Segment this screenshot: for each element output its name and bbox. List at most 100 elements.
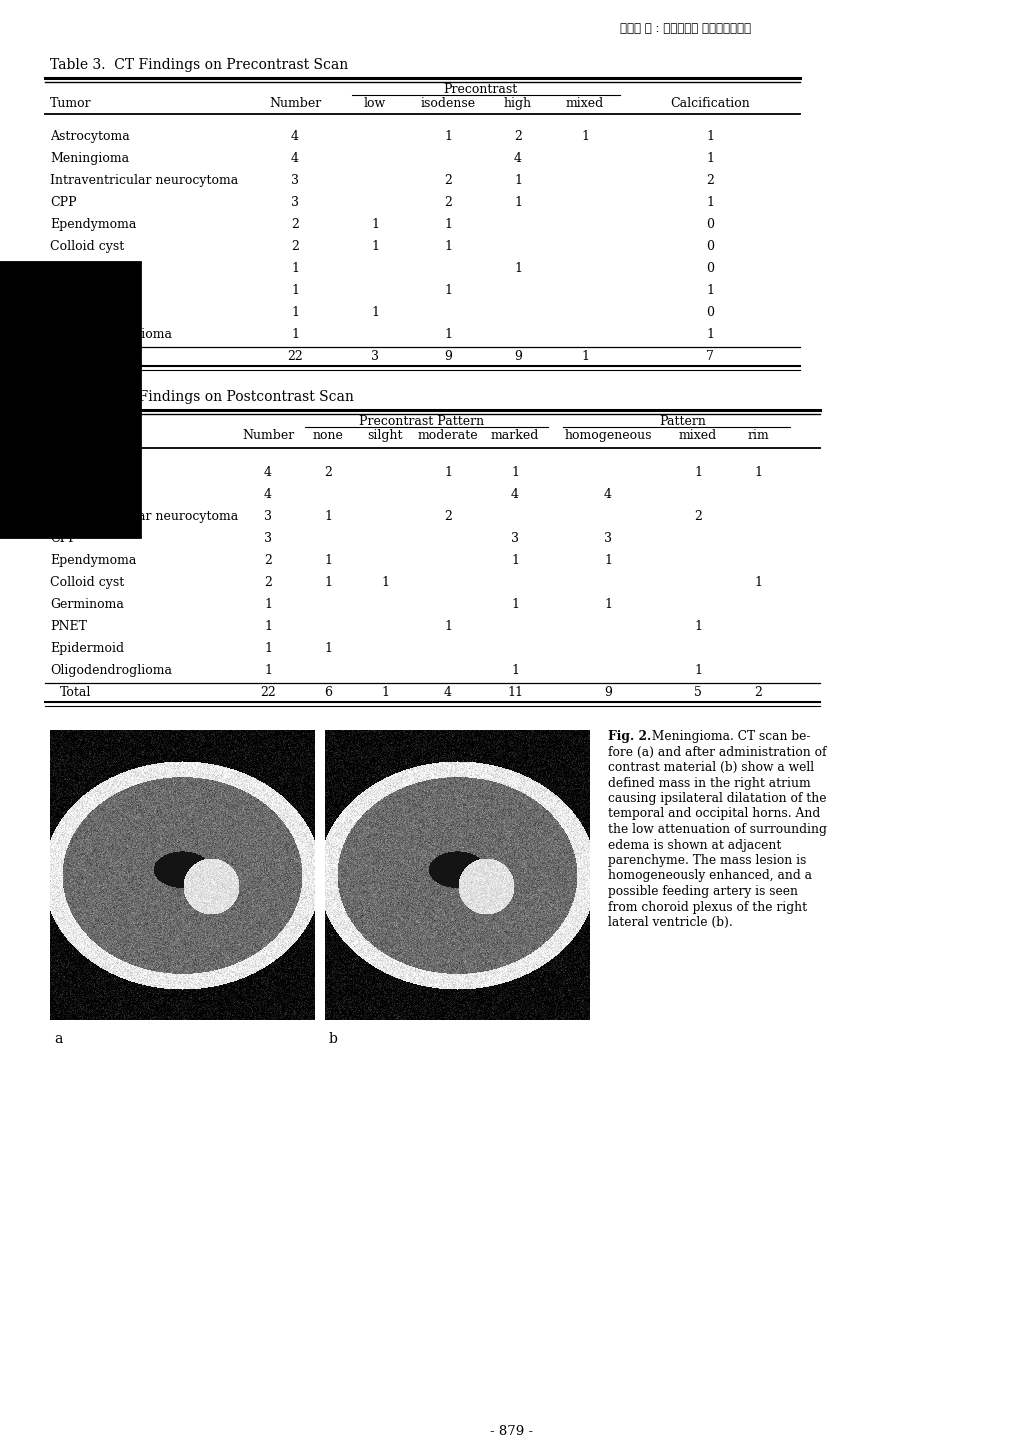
Text: 1: 1	[706, 196, 714, 209]
Text: Number: Number	[242, 428, 294, 441]
Text: 1: 1	[581, 131, 589, 142]
Text: 2: 2	[291, 218, 299, 231]
Text: 3: 3	[371, 350, 379, 363]
Text: PNET: PNET	[50, 620, 87, 633]
Text: Precontrast: Precontrast	[442, 83, 517, 96]
Text: 1: 1	[444, 620, 452, 633]
Text: 1: 1	[444, 131, 452, 142]
Text: 1: 1	[264, 664, 272, 677]
Text: 1: 1	[444, 240, 452, 253]
Text: b: b	[329, 1032, 338, 1045]
Text: 1: 1	[291, 306, 299, 319]
Text: 1: 1	[581, 350, 589, 363]
Text: mixed: mixed	[679, 428, 717, 441]
Text: 4: 4	[291, 152, 299, 166]
Text: 1: 1	[694, 466, 702, 479]
Text: 4: 4	[604, 488, 612, 501]
Text: parenchyme. The mass lesion is: parenchyme. The mass lesion is	[608, 854, 806, 867]
Text: Epidermoid: Epidermoid	[50, 306, 124, 319]
Text: 4: 4	[264, 466, 272, 479]
Text: 4: 4	[291, 131, 299, 142]
Text: Oligodendroglioma: Oligodendroglioma	[50, 664, 172, 677]
Text: mixed: mixed	[566, 97, 604, 110]
Text: CPP: CPP	[50, 196, 77, 209]
Text: none: none	[312, 428, 343, 441]
Text: causing ipsilateral dilatation of the: causing ipsilateral dilatation of the	[608, 791, 826, 804]
Text: CPP: CPP	[50, 531, 77, 544]
Text: 2: 2	[264, 576, 272, 590]
Text: marked: marked	[490, 428, 540, 441]
Text: Pattern: Pattern	[659, 415, 707, 428]
Text: Ependymoma: Ependymoma	[50, 218, 136, 231]
Text: 3: 3	[264, 510, 272, 523]
Text: 1: 1	[324, 555, 332, 566]
Text: 2: 2	[707, 174, 714, 187]
Text: 1: 1	[324, 642, 332, 655]
Text: Meningioma: Meningioma	[50, 488, 129, 501]
Text: 0: 0	[706, 261, 714, 274]
Text: 1: 1	[371, 240, 379, 253]
Text: the low attenuation of surrounding: the low attenuation of surrounding	[608, 823, 826, 836]
Text: 1: 1	[706, 328, 714, 341]
Text: 1: 1	[511, 555, 519, 566]
Text: 3: 3	[511, 531, 519, 544]
Text: 5: 5	[694, 685, 701, 698]
Text: contrast material (b) show a well: contrast material (b) show a well	[608, 761, 814, 774]
Text: 2: 2	[514, 131, 522, 142]
Text: 2: 2	[264, 555, 272, 566]
Text: 1: 1	[514, 196, 522, 209]
Text: 2: 2	[444, 196, 452, 209]
Text: 2: 2	[324, 466, 332, 479]
Text: fore (a) and after administration of: fore (a) and after administration of	[608, 745, 826, 758]
Text: 1: 1	[444, 285, 452, 298]
Text: temporal and occipital horns. And: temporal and occipital horns. And	[608, 807, 820, 820]
Text: 김명규 외 : 뇌실종양의 전산화단층촬영: 김명규 외 : 뇌실종양의 전산화단층촬영	[620, 22, 751, 35]
Text: Ependymoma: Ependymoma	[50, 555, 136, 566]
Text: high: high	[504, 97, 532, 110]
Text: 1: 1	[511, 466, 519, 479]
Text: 1: 1	[604, 555, 612, 566]
Text: 1: 1	[264, 620, 272, 633]
Text: 1: 1	[694, 664, 702, 677]
Text: 1: 1	[381, 685, 389, 698]
Text: 1: 1	[604, 598, 612, 611]
Text: 1: 1	[371, 306, 379, 319]
Text: 1: 1	[754, 576, 762, 590]
Text: 0: 0	[706, 218, 714, 231]
Text: 4: 4	[511, 488, 519, 501]
Text: Precontrast Pattern: Precontrast Pattern	[359, 415, 484, 428]
Text: silght: silght	[368, 428, 402, 441]
Text: Tumor: Tumor	[50, 428, 91, 441]
Text: Intraventricular neurocytoma: Intraventricular neurocytoma	[50, 510, 239, 523]
Text: 2: 2	[444, 174, 452, 187]
Text: 9: 9	[444, 350, 452, 363]
Text: 1: 1	[381, 576, 389, 590]
Text: 0: 0	[706, 240, 714, 253]
Text: 22: 22	[260, 685, 275, 698]
Text: 1: 1	[754, 466, 762, 479]
Text: Fig. 2.: Fig. 2.	[608, 730, 651, 743]
Text: 3: 3	[291, 196, 299, 209]
Text: 1: 1	[371, 218, 379, 231]
Text: 1: 1	[291, 328, 299, 341]
Text: Table 3.  CT Findings on Precontrast Scan: Table 3. CT Findings on Precontrast Scan	[50, 58, 348, 73]
Text: 3: 3	[604, 531, 612, 544]
Text: Meningioma. CT scan be-: Meningioma. CT scan be-	[648, 730, 811, 743]
Text: Astrocytoma: Astrocytoma	[50, 131, 130, 142]
Text: Table 4.  CT Findings on Postcontrast Scan: Table 4. CT Findings on Postcontrast Sca…	[50, 391, 354, 404]
Text: homogeneously enhanced, and a: homogeneously enhanced, and a	[608, 870, 812, 883]
Text: 4: 4	[264, 488, 272, 501]
Text: 1: 1	[291, 261, 299, 274]
Text: moderate: moderate	[418, 428, 478, 441]
Text: 6: 6	[324, 685, 332, 698]
Text: 1: 1	[706, 285, 714, 298]
Text: 1: 1	[706, 152, 714, 166]
Text: 1: 1	[444, 466, 452, 479]
Text: 1: 1	[511, 598, 519, 611]
Text: 1: 1	[514, 174, 522, 187]
Text: isodense: isodense	[421, 97, 475, 110]
Text: 2: 2	[754, 685, 762, 698]
Text: - 879 -: - 879 -	[490, 1424, 534, 1437]
Text: 2: 2	[291, 240, 299, 253]
Text: 1: 1	[264, 598, 272, 611]
